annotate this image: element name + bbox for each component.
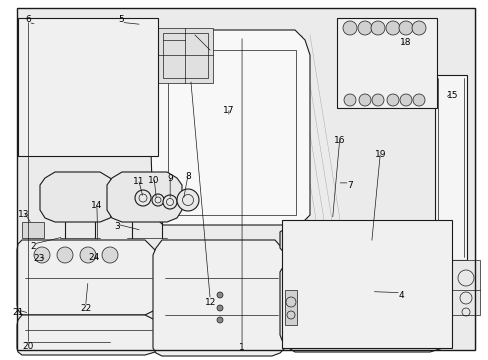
Text: 12: 12 bbox=[204, 298, 216, 307]
Circle shape bbox=[34, 247, 50, 263]
Text: 19: 19 bbox=[374, 150, 386, 159]
Circle shape bbox=[398, 21, 412, 35]
Circle shape bbox=[411, 21, 425, 35]
Polygon shape bbox=[100, 30, 140, 150]
Polygon shape bbox=[40, 172, 115, 222]
Circle shape bbox=[399, 94, 411, 106]
Text: 5: 5 bbox=[118, 15, 124, 24]
Text: 21: 21 bbox=[12, 308, 23, 317]
Text: 23: 23 bbox=[33, 254, 45, 263]
Text: 13: 13 bbox=[18, 210, 29, 219]
Text: 8: 8 bbox=[185, 172, 191, 181]
Circle shape bbox=[370, 21, 384, 35]
Circle shape bbox=[102, 247, 118, 263]
Circle shape bbox=[217, 317, 223, 323]
Bar bbox=[168, 50, 295, 215]
Polygon shape bbox=[17, 240, 160, 315]
Circle shape bbox=[46, 119, 64, 137]
Circle shape bbox=[343, 94, 355, 106]
Polygon shape bbox=[153, 240, 285, 356]
Bar bbox=[78, 55, 88, 67]
Bar bbox=[158, 28, 213, 83]
Text: 2: 2 bbox=[30, 242, 36, 251]
Text: 22: 22 bbox=[80, 304, 91, 313]
Circle shape bbox=[57, 247, 73, 263]
Bar bbox=[18, 18, 158, 156]
Bar bbox=[22, 222, 44, 238]
Circle shape bbox=[386, 94, 398, 106]
Bar bbox=[163, 33, 207, 78]
Polygon shape bbox=[107, 172, 182, 222]
Circle shape bbox=[80, 247, 96, 263]
Text: 14: 14 bbox=[91, 201, 102, 210]
Text: 18: 18 bbox=[399, 38, 411, 47]
Circle shape bbox=[385, 21, 399, 35]
Circle shape bbox=[412, 94, 424, 106]
Bar bbox=[434, 75, 466, 260]
Polygon shape bbox=[20, 22, 68, 145]
Text: 16: 16 bbox=[333, 136, 345, 145]
Circle shape bbox=[73, 65, 87, 79]
Bar bbox=[285, 290, 296, 325]
Bar bbox=[85, 25, 125, 75]
Polygon shape bbox=[280, 225, 444, 255]
Polygon shape bbox=[148, 30, 309, 225]
Text: 3: 3 bbox=[114, 222, 120, 231]
Bar bbox=[282, 220, 451, 348]
Circle shape bbox=[152, 194, 163, 206]
Polygon shape bbox=[17, 315, 160, 355]
Circle shape bbox=[358, 94, 370, 106]
Text: 20: 20 bbox=[22, 342, 34, 351]
Text: 15: 15 bbox=[446, 91, 457, 100]
Circle shape bbox=[217, 305, 223, 311]
Circle shape bbox=[371, 94, 383, 106]
Circle shape bbox=[163, 195, 177, 209]
Text: 17: 17 bbox=[223, 107, 234, 116]
Text: 24: 24 bbox=[88, 253, 100, 262]
Circle shape bbox=[73, 88, 87, 102]
Text: 1: 1 bbox=[239, 343, 244, 352]
Circle shape bbox=[135, 190, 151, 206]
Circle shape bbox=[342, 21, 356, 35]
Text: 11: 11 bbox=[132, 177, 144, 186]
Text: 9: 9 bbox=[167, 174, 173, 183]
Circle shape bbox=[177, 189, 199, 211]
Circle shape bbox=[217, 292, 223, 298]
Text: 7: 7 bbox=[346, 181, 352, 190]
Circle shape bbox=[357, 21, 371, 35]
Polygon shape bbox=[280, 258, 449, 352]
Text: 10: 10 bbox=[148, 176, 160, 185]
Bar bbox=[336, 18, 436, 108]
Text: 4: 4 bbox=[397, 291, 403, 300]
Bar bbox=[451, 260, 479, 315]
Text: 6: 6 bbox=[25, 15, 31, 24]
